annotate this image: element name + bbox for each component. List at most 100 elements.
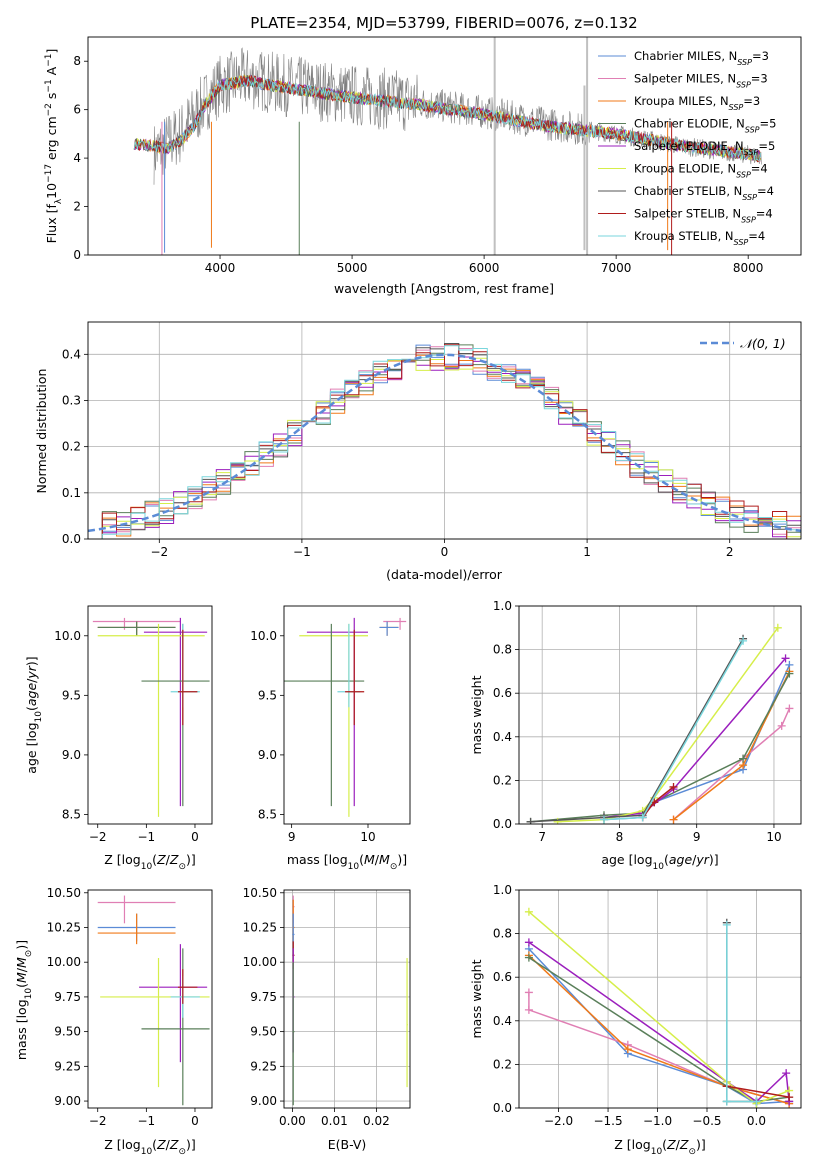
x-tick-label: 10 [360, 830, 375, 844]
x-tick-label: −2.0 [544, 1114, 573, 1128]
x-tick-label: 7 [538, 830, 546, 844]
x-tick-label: 4000 [205, 261, 236, 275]
x-tick-label: −2 [89, 1114, 107, 1128]
x-tick-label: 5000 [337, 261, 368, 275]
x-tick-label: 0.00 [279, 1114, 306, 1128]
x-tick-label: 8000 [733, 261, 764, 275]
plot-area-spectrum [133, 37, 762, 255]
y-tick-label: 8 [73, 54, 81, 68]
weight-point-marker [524, 953, 533, 962]
model-spectrum-7 [133, 74, 761, 163]
axes-frame [87, 36, 802, 256]
y-tick-label: 2 [73, 200, 81, 214]
y-tick-label: 0.6 [493, 970, 512, 984]
y-axis-label: mass weight [469, 675, 484, 754]
y-tick-label: 8.5 [258, 807, 277, 821]
x-tick-label: 0 [191, 830, 199, 844]
weight-series-line [673, 708, 791, 821]
y-tick-label: 0 [73, 248, 81, 262]
axes-spectrum: 4000 5000 6000 7000 8000 0 2 4 6 8 Chabrier MILES,… [73, 36, 802, 275]
residual-histogram-8 [101, 345, 801, 539]
axes-residuals: −2 −1 0 1 2 0.0 0.1 0.2 0.3 0.4 𝒩(0, 1) [62, 321, 802, 559]
y-tick-label: 0.0 [493, 1101, 512, 1115]
weight-point-marker [777, 721, 786, 730]
legend-label: Chabrier STELIB, NSSP=4 [634, 184, 774, 202]
y-tick-label: 9.50 [54, 1025, 81, 1039]
y-tick-label: 9.50 [250, 1025, 277, 1039]
y-tick-label: 10.00 [243, 955, 277, 969]
axes-weight_vs_Z: −2.0 −1.5 −1.0 −0.5 0.0 0.0 0.2 0.4 0.6 0.8 1.0 [493, 883, 802, 1128]
y-tick-label: 0.6 [493, 686, 512, 700]
x-tick-label: 0.0 [747, 1114, 766, 1128]
model-spectrum-8 [133, 77, 761, 162]
weight-point-marker [782, 1069, 791, 1078]
x-axis-label: (data-model)/error [386, 567, 503, 582]
y-tick-label: 0.4 [493, 1014, 512, 1028]
axes-frame [87, 321, 802, 540]
weight-series-line [528, 992, 790, 1105]
x-axis-label: mass [log10(M/M⊙)] [287, 852, 407, 872]
x-tick-label: 0 [441, 545, 449, 559]
y-tick-label: 0.1 [62, 486, 81, 500]
weight-point-marker [773, 623, 782, 632]
x-tick-label: 7000 [601, 261, 632, 275]
y-tick-label: 9.75 [54, 990, 81, 1004]
y-tick-label: 9.75 [250, 990, 277, 1004]
weight-point-marker [785, 1093, 794, 1102]
chart-title: PLATE=2354, MJD=53799, FIBERID=0076, z=0… [250, 14, 637, 32]
x-tick-label: 9 [693, 830, 701, 844]
y-axis-label: mass [log10(M/M⊙)] [14, 940, 34, 1060]
legend-label: Kroupa STELIB, NSSP=4 [634, 229, 765, 247]
y-tick-label: 4 [73, 151, 81, 165]
y-tick-label: 9.5 [62, 688, 81, 702]
y-tick-label: 9.25 [250, 1059, 277, 1073]
y-tick-label: 9.0 [62, 748, 81, 762]
y-tick-label: 0.0 [493, 817, 512, 831]
weight-series-line [528, 954, 790, 1105]
y-tick-label: 10.50 [243, 886, 277, 900]
plot-area-weight_vs_age [526, 623, 794, 824]
axes-age_vs_mass: 9 10 8.5 9.0 9.5 10.0 [250, 605, 411, 844]
x-tick-label: 0.02 [363, 1114, 390, 1128]
y-tick-label: 8.5 [62, 807, 81, 821]
y-tick-label: 0.4 [62, 347, 81, 361]
weight-point-marker [599, 815, 608, 824]
x-tick-label: −1 [138, 1114, 156, 1128]
plot-area-mass_vs_ebv [292, 895, 408, 1106]
weight-point-marker [623, 1045, 632, 1054]
y-tick-label: 0.2 [62, 440, 81, 454]
weight-series-line [528, 956, 790, 1103]
axes-frame [518, 605, 802, 825]
x-tick-label: 9 [288, 830, 296, 844]
y-tick-label: 0.2 [493, 1057, 512, 1071]
axes-age_vs_Z: −2 −1 0 8.5 9.0 9.5 10.0 [54, 605, 213, 844]
x-axis-label: wavelength [Angstrom, rest frame] [334, 281, 554, 296]
weight-point-marker [781, 654, 790, 663]
weight-point-marker [785, 704, 794, 713]
plot-area-age_vs_mass [284, 617, 407, 817]
weight-point-marker [739, 636, 748, 645]
legend-label: Chabrier MILES, NSSP=3 [634, 49, 769, 67]
weight-point-marker [739, 754, 748, 763]
y-tick-label: 10.25 [47, 920, 81, 934]
y-tick-label: 0.4 [493, 730, 512, 744]
weight-series-line [603, 657, 787, 819]
axes-weight_vs_age: 7 8 9 10 0.0 0.2 0.4 0.6 0.8 1.0 [493, 599, 802, 844]
legend-label: Salpeter ELODIE, NSSP=5 [634, 139, 775, 157]
x-tick-label: −1 [138, 830, 156, 844]
axes-mass_vs_Z: −2 −1 0 9.00 9.25 9.50 9.75 10.00 10.25 10.50 [47, 886, 213, 1128]
weight-point-marker [785, 669, 794, 678]
x-tick-label: −2 [89, 830, 107, 844]
x-tick-label: 2 [726, 545, 734, 559]
weight-point-marker [722, 920, 731, 929]
x-tick-label: 1 [583, 545, 591, 559]
axes-frame [87, 889, 213, 1109]
weight-series-line [726, 922, 757, 1103]
y-tick-label: 10.25 [243, 920, 277, 934]
weight-point-marker [752, 1097, 761, 1106]
x-tick-label: 10 [766, 830, 781, 844]
x-tick-label: 0.01 [321, 1114, 348, 1128]
y-axis-label: age [log10(age/yr)] [24, 656, 44, 773]
axes-frame [283, 889, 411, 1109]
